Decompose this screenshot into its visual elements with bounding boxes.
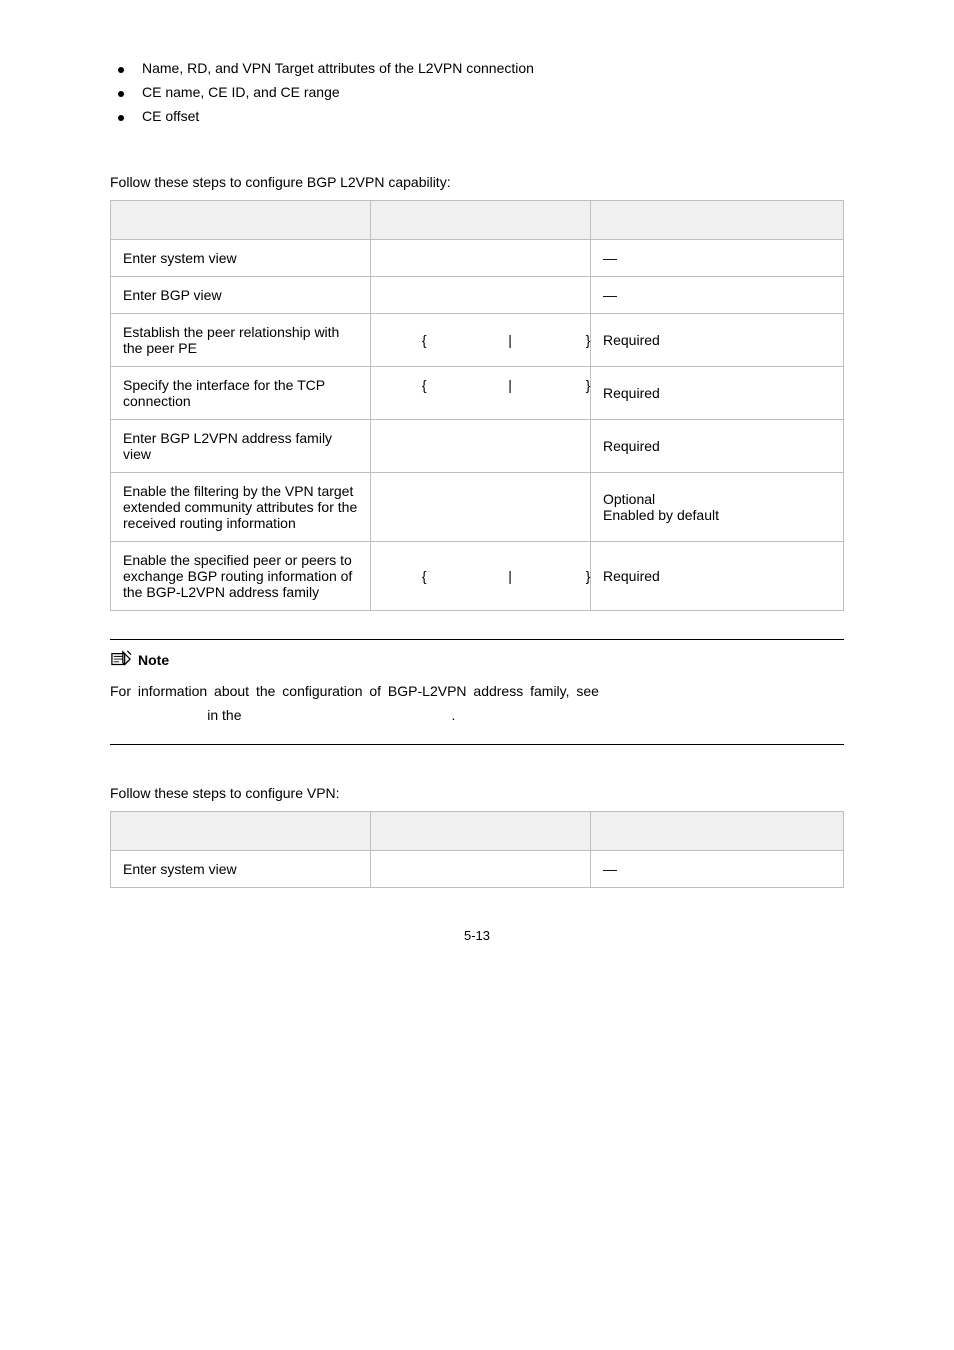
- th-desc: [111, 811, 371, 850]
- table1-intro: Follow these steps to configure BGP L2VP…: [110, 174, 844, 190]
- bullet-dot-icon: [118, 91, 124, 97]
- note-line2: in the .: [110, 704, 844, 728]
- bullet-dot-icon: [118, 67, 124, 73]
- table-row: Enter BGP view —: [111, 277, 844, 314]
- cell-cmd: { | }: [371, 367, 591, 420]
- bullet-dot-icon: [118, 115, 124, 121]
- bullet-text: Name, RD, and VPN Target attributes of t…: [142, 60, 534, 76]
- config-table-1: Enter system view — Enter BGP view — Est…: [110, 200, 844, 611]
- cell-rem: —: [591, 277, 844, 314]
- cell-cmd: [371, 850, 591, 887]
- cell-rem: —: [591, 240, 844, 277]
- bullet-item: Name, RD, and VPN Target attributes of t…: [110, 60, 844, 76]
- note-line1: For information about the configuration …: [110, 680, 844, 704]
- table-row: Enable the specified peer or peers to ex…: [111, 542, 844, 611]
- cell-cmd: { | }: [371, 314, 591, 367]
- note-block: Note For information about the configura…: [110, 639, 844, 745]
- table-row: Establish the peer relationship with the…: [111, 314, 844, 367]
- cell-desc: Enable the specified peer or peers to ex…: [111, 542, 371, 611]
- table-row: Enter system view —: [111, 850, 844, 887]
- config-table-2: Enter system view —: [110, 811, 844, 888]
- cell-cmd: [371, 420, 591, 473]
- table-row: Enable the filtering by the VPN target e…: [111, 473, 844, 542]
- cell-desc: Enable the filtering by the VPN target e…: [111, 473, 371, 542]
- note-label: Note: [138, 652, 169, 668]
- cell-desc: Enter BGP L2VPN address family view: [111, 420, 371, 473]
- table-row: Enter BGP L2VPN address family view Requ…: [111, 420, 844, 473]
- cell-desc: Enter system view: [111, 850, 371, 887]
- bullet-item: CE name, CE ID, and CE range: [110, 84, 844, 100]
- th-cmd: [371, 201, 591, 240]
- cell-rem: —: [591, 850, 844, 887]
- th-rem: [591, 811, 844, 850]
- th-desc: [111, 201, 371, 240]
- th-rem: [591, 201, 844, 240]
- cell-rem: Required: [591, 367, 844, 420]
- cell-rem: Required: [591, 420, 844, 473]
- cell-desc: Enter BGP view: [111, 277, 371, 314]
- cell-desc: Enter system view: [111, 240, 371, 277]
- table-header-row: [111, 811, 844, 850]
- bullet-item: CE offset: [110, 108, 844, 124]
- cell-cmd: { | }: [371, 542, 591, 611]
- table2-intro: Follow these steps to configure VPN:: [110, 785, 844, 801]
- th-cmd: [371, 811, 591, 850]
- cell-cmd: [371, 277, 591, 314]
- note-icon: [110, 650, 132, 670]
- cell-desc: Establish the peer relationship with the…: [111, 314, 371, 367]
- cell-rem: Optional Enabled by default: [591, 473, 844, 542]
- cell-rem: Required: [591, 542, 844, 611]
- page-number: 5-13: [110, 928, 844, 943]
- bullet-text: CE offset: [142, 108, 199, 124]
- table-row: Enter system view —: [111, 240, 844, 277]
- cell-cmd: [371, 240, 591, 277]
- bullet-text: CE name, CE ID, and CE range: [142, 84, 340, 100]
- table-header-row: [111, 201, 844, 240]
- cell-cmd: [371, 473, 591, 542]
- cell-desc: Specify the interface for the TCP connec…: [111, 367, 371, 420]
- note-body: For information about the configuration …: [110, 680, 844, 728]
- bullet-list: Name, RD, and VPN Target attributes of t…: [110, 60, 844, 124]
- cell-rem: Required: [591, 314, 844, 367]
- table-row: Specify the interface for the TCP connec…: [111, 367, 844, 420]
